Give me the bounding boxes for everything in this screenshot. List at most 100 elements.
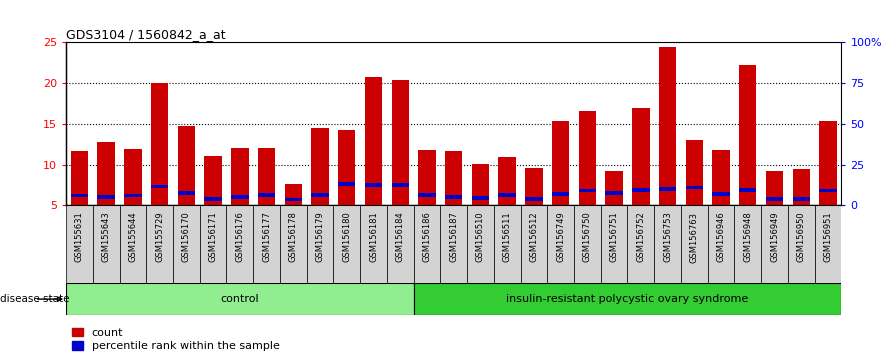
Text: GSM156176: GSM156176 [235, 212, 244, 262]
Bar [146, 205, 173, 283]
Bar [819, 121, 837, 205]
Bar [685, 185, 703, 189]
Bar [311, 128, 329, 205]
Text: GSM156187: GSM156187 [449, 212, 458, 262]
Bar [627, 205, 655, 283]
Text: GSM156752: GSM156752 [636, 212, 646, 262]
Bar [633, 188, 649, 192]
Text: GSM156949: GSM156949 [770, 212, 779, 262]
Bar [124, 194, 142, 198]
Bar [739, 188, 757, 192]
Bar [499, 193, 516, 196]
Bar [494, 205, 521, 283]
Bar [601, 205, 627, 283]
Text: GSM156186: GSM156186 [423, 212, 432, 262]
Bar [338, 130, 355, 205]
Bar [445, 151, 463, 205]
Bar [815, 205, 841, 283]
Bar [467, 205, 494, 283]
Bar [173, 205, 200, 283]
Bar [681, 205, 707, 283]
Bar [200, 205, 226, 283]
Bar [685, 140, 703, 205]
Bar [547, 205, 574, 283]
Bar [552, 121, 569, 205]
Bar [605, 171, 623, 205]
Bar [499, 157, 516, 205]
Text: GSM156177: GSM156177 [262, 212, 271, 262]
Bar [70, 194, 88, 198]
Bar [391, 80, 409, 205]
Bar [579, 189, 596, 193]
Bar [633, 108, 649, 205]
Text: GSM156179: GSM156179 [315, 212, 324, 262]
Bar [231, 195, 248, 199]
Text: GSM156753: GSM156753 [663, 212, 672, 262]
Bar [231, 148, 248, 205]
Bar [391, 183, 409, 187]
Text: disease state: disease state [0, 294, 70, 304]
Bar [713, 192, 729, 196]
Bar [525, 168, 543, 205]
Bar [605, 191, 623, 195]
Text: GSM156184: GSM156184 [396, 212, 404, 262]
Bar [98, 195, 115, 199]
Bar [761, 205, 788, 283]
Bar [120, 205, 146, 283]
Text: insulin-resistant polycystic ovary syndrome: insulin-resistant polycystic ovary syndr… [507, 294, 749, 304]
Bar [124, 149, 142, 205]
Bar [471, 164, 489, 205]
Bar [98, 142, 115, 205]
Bar [360, 205, 387, 283]
Bar [285, 198, 302, 201]
Bar [659, 187, 677, 191]
Bar [70, 151, 88, 205]
Text: GSM155631: GSM155631 [75, 212, 84, 262]
Bar [178, 191, 195, 195]
Bar [66, 205, 93, 283]
Bar [66, 283, 413, 315]
Bar [788, 205, 815, 283]
Text: GSM156181: GSM156181 [369, 212, 378, 262]
Bar [471, 196, 489, 200]
Text: GSM156951: GSM156951 [824, 212, 833, 262]
Text: GSM155644: GSM155644 [129, 212, 137, 262]
Bar [766, 197, 783, 201]
Bar [713, 150, 729, 205]
Text: GSM156512: GSM156512 [529, 212, 538, 262]
Bar [819, 189, 837, 193]
Bar [204, 156, 222, 205]
Bar [418, 193, 436, 196]
Text: GSM156749: GSM156749 [556, 212, 565, 262]
Text: GSM156178: GSM156178 [289, 212, 298, 262]
Bar [285, 184, 302, 205]
Bar [793, 197, 810, 201]
Bar [413, 283, 841, 315]
Bar [204, 197, 222, 201]
Text: GSM156750: GSM156750 [583, 212, 592, 262]
Bar [766, 171, 783, 205]
Bar [707, 205, 735, 283]
Bar [413, 205, 440, 283]
Text: GSM156751: GSM156751 [610, 212, 618, 262]
Text: GSM156511: GSM156511 [503, 212, 512, 262]
Text: GDS3104 / 1560842_a_at: GDS3104 / 1560842_a_at [66, 28, 226, 41]
Bar [93, 205, 120, 283]
Text: GSM156763: GSM156763 [690, 212, 699, 263]
Text: GSM156170: GSM156170 [181, 212, 191, 262]
Bar [440, 205, 467, 283]
Bar [151, 185, 168, 188]
Bar [445, 195, 463, 199]
Bar [579, 111, 596, 205]
Bar [525, 197, 543, 201]
Bar [253, 205, 280, 283]
Bar [338, 182, 355, 186]
Text: GSM156180: GSM156180 [343, 212, 352, 262]
Bar [552, 192, 569, 196]
Text: GSM155643: GSM155643 [101, 212, 111, 262]
Bar [418, 150, 436, 205]
Bar [365, 78, 382, 205]
Bar [574, 205, 601, 283]
Bar [521, 205, 547, 283]
Bar [333, 205, 360, 283]
